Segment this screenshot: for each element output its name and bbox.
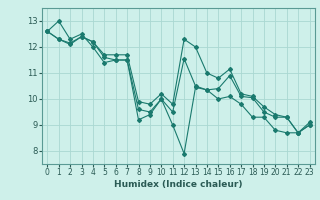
X-axis label: Humidex (Indice chaleur): Humidex (Indice chaleur) <box>114 180 243 189</box>
